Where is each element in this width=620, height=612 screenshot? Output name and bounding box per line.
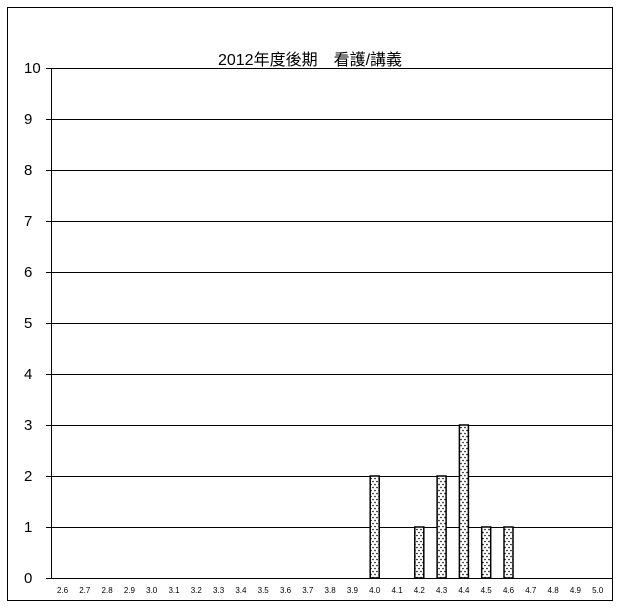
x-tick-label: 5.0: [592, 586, 604, 595]
axes: [46, 68, 612, 579]
bar: [369, 475, 380, 579]
y-tick-label: 4: [24, 366, 32, 383]
x-tick-label: 4.2: [414, 586, 426, 595]
x-tick-label: 4.0: [369, 586, 381, 595]
x-tick-label: 2.7: [79, 586, 91, 595]
bar: [480, 526, 492, 579]
x-tick-label: 3.9: [347, 586, 359, 595]
y-tick-label: 9: [24, 111, 32, 128]
y-tick-label: 10: [24, 60, 41, 77]
x-tick-label: 2.6: [57, 586, 69, 595]
y-tick-label: 2: [24, 468, 32, 485]
y-tick-label: 7: [24, 213, 32, 230]
x-tick-label: 2.9: [124, 586, 136, 595]
y-tick-label: 3: [24, 417, 32, 434]
x-tick-label: 4.9: [570, 586, 582, 595]
x-tick-label: 3.3: [213, 586, 225, 595]
chart-title: 2012年度後期 看護/講義: [218, 51, 402, 69]
x-tick-label: 3.0: [146, 586, 158, 595]
x-tick-label: 4.1: [391, 586, 403, 595]
bar: [436, 475, 447, 579]
x-tick-label: 4.5: [481, 586, 493, 595]
x-tick-label: 4.6: [503, 586, 515, 595]
x-tick-label: 4.7: [525, 586, 537, 595]
y-tick-label: 1: [24, 519, 32, 536]
x-tick-label: 4.8: [548, 586, 560, 595]
y-tick-label: 0: [24, 570, 32, 587]
y-tick-label: 6: [24, 264, 32, 281]
y-tick-label: 5: [24, 315, 32, 332]
bar: [503, 526, 514, 579]
gridlines: [51, 68, 612, 528]
x-tick-labels: 2.6 2.7 2.8 2.9 3.0 3.1 3.2 3.3 3.4 3.5 3.6 3.7 3.8 3…: [57, 586, 604, 595]
x-tick-label: 3.7: [302, 586, 314, 595]
x-tick-label: 3.6: [280, 586, 292, 595]
x-tick-label: 3.5: [258, 586, 270, 595]
bar: [414, 526, 425, 579]
bar: [458, 424, 470, 579]
x-tick-label: 3.1: [168, 586, 180, 595]
x-tick-label: 4.4: [458, 586, 470, 595]
x-tick-label: 3.2: [191, 586, 203, 595]
y-tick-label: 8: [24, 162, 32, 179]
bars: [369, 424, 514, 579]
x-tick-label: 3.4: [235, 586, 247, 595]
chart-frame: [7, 7, 613, 601]
x-tick-label: 4.3: [436, 586, 448, 595]
x-tick-label: 3.8: [325, 586, 337, 595]
y-tick-labels: 0 1 2 3 4 5 6 7 8 9 10: [24, 60, 41, 587]
x-tick-label: 2.8: [102, 586, 114, 595]
